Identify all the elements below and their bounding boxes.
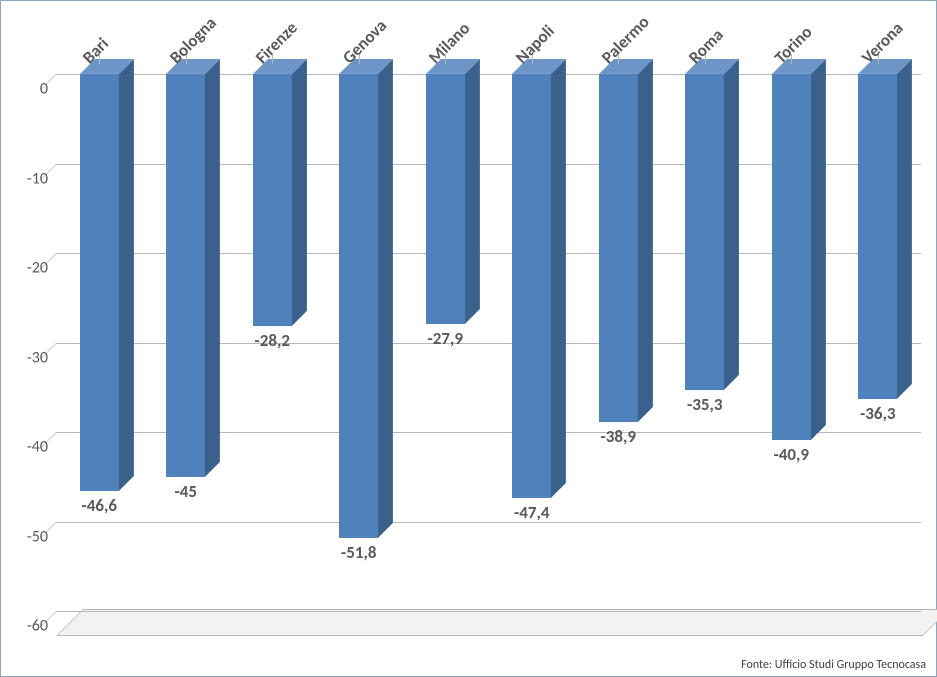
bar-side <box>551 59 566 498</box>
bar <box>80 74 119 491</box>
grid-line <box>56 522 921 523</box>
bar-front <box>253 74 292 326</box>
bar-front <box>80 74 119 491</box>
bar <box>599 74 638 422</box>
bar-side <box>205 59 220 477</box>
bar <box>166 74 205 477</box>
bar <box>253 74 292 326</box>
value-label: -40,9 <box>774 444 809 465</box>
y-axis-label: -60 <box>3 617 48 636</box>
value-label: -36,3 <box>860 403 895 424</box>
bar <box>685 74 724 390</box>
bar <box>772 74 811 440</box>
value-label: -51,8 <box>341 542 376 563</box>
y-axis-label: -40 <box>3 438 48 457</box>
bar-side <box>897 59 912 399</box>
value-label: -38,9 <box>601 426 636 447</box>
bar-front <box>426 74 465 324</box>
bar <box>858 74 897 399</box>
bar-side <box>638 59 653 422</box>
bar-side <box>724 59 739 390</box>
bar <box>426 74 465 324</box>
bar-front <box>512 74 551 498</box>
bar-side <box>811 59 826 440</box>
value-label: -47,4 <box>514 502 549 523</box>
bar <box>512 74 551 498</box>
y-axis-label: 0 <box>3 80 48 99</box>
bar-side <box>378 59 393 538</box>
value-label: -28,2 <box>255 330 290 351</box>
bar-front <box>339 74 378 538</box>
bar-side <box>292 59 307 326</box>
y-axis-label: -30 <box>3 348 48 367</box>
plot-area <box>56 16 921 636</box>
y-axis-label: -20 <box>3 259 48 278</box>
y-axis-label: -10 <box>3 169 48 188</box>
bar-front <box>858 74 897 399</box>
chart-floor <box>56 609 937 636</box>
y-axis-label: -50 <box>3 527 48 546</box>
bar <box>339 74 378 538</box>
value-label: -46,6 <box>82 495 117 516</box>
value-label: -27,9 <box>428 328 463 349</box>
bar-front <box>599 74 638 422</box>
value-label: -45 <box>175 481 197 502</box>
bar-front <box>685 74 724 390</box>
bar-side <box>119 59 134 491</box>
source-note: Fonte: Ufficio Studi Gruppo Tecnocasa <box>741 658 926 672</box>
bar-front <box>166 74 205 477</box>
chart-container: Fonte: Ufficio Studi Gruppo Tecnocasa 0 -… <box>0 0 937 677</box>
bar-front <box>772 74 811 440</box>
bar-side <box>465 59 480 324</box>
value-label: -35,3 <box>687 394 722 415</box>
